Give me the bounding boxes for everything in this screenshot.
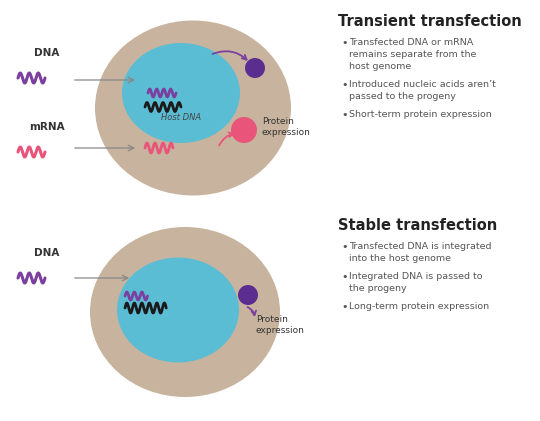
Text: •: • <box>341 242 348 252</box>
Text: Introduced nucleic acids aren’t
passed to the progeny: Introduced nucleic acids aren’t passed t… <box>349 80 496 101</box>
Text: Transient transfection: Transient transfection <box>338 14 522 29</box>
Ellipse shape <box>90 227 280 397</box>
Text: Transfected DNA or mRNA
remains separate from the
host genome: Transfected DNA or mRNA remains separate… <box>349 38 476 71</box>
Ellipse shape <box>95 21 291 195</box>
Circle shape <box>245 58 265 78</box>
Text: •: • <box>341 110 348 120</box>
Ellipse shape <box>117 258 239 362</box>
FancyArrowPatch shape <box>213 51 247 60</box>
Text: Stable transfection: Stable transfection <box>338 218 497 233</box>
Text: Short-term protein expression: Short-term protein expression <box>349 110 492 119</box>
Text: Long-term protein expression: Long-term protein expression <box>349 302 489 311</box>
Text: Host DNA: Host DNA <box>161 114 201 123</box>
Text: •: • <box>341 272 348 282</box>
Text: Transfected DNA is integrated
into the host genome: Transfected DNA is integrated into the h… <box>349 242 491 263</box>
Text: DNA: DNA <box>35 48 60 58</box>
Text: Protein
expression: Protein expression <box>256 315 305 335</box>
Ellipse shape <box>122 43 240 143</box>
Circle shape <box>238 285 258 305</box>
Text: •: • <box>341 80 348 90</box>
FancyArrowPatch shape <box>247 307 256 315</box>
Circle shape <box>231 117 257 143</box>
Text: •: • <box>341 38 348 48</box>
Text: Protein
expression: Protein expression <box>262 117 311 137</box>
FancyArrowPatch shape <box>219 133 233 146</box>
Text: Integrated DNA is passed to
the progeny: Integrated DNA is passed to the progeny <box>349 272 483 293</box>
Text: •: • <box>341 302 348 312</box>
Text: DNA: DNA <box>35 248 60 258</box>
Text: mRNA: mRNA <box>29 122 65 132</box>
